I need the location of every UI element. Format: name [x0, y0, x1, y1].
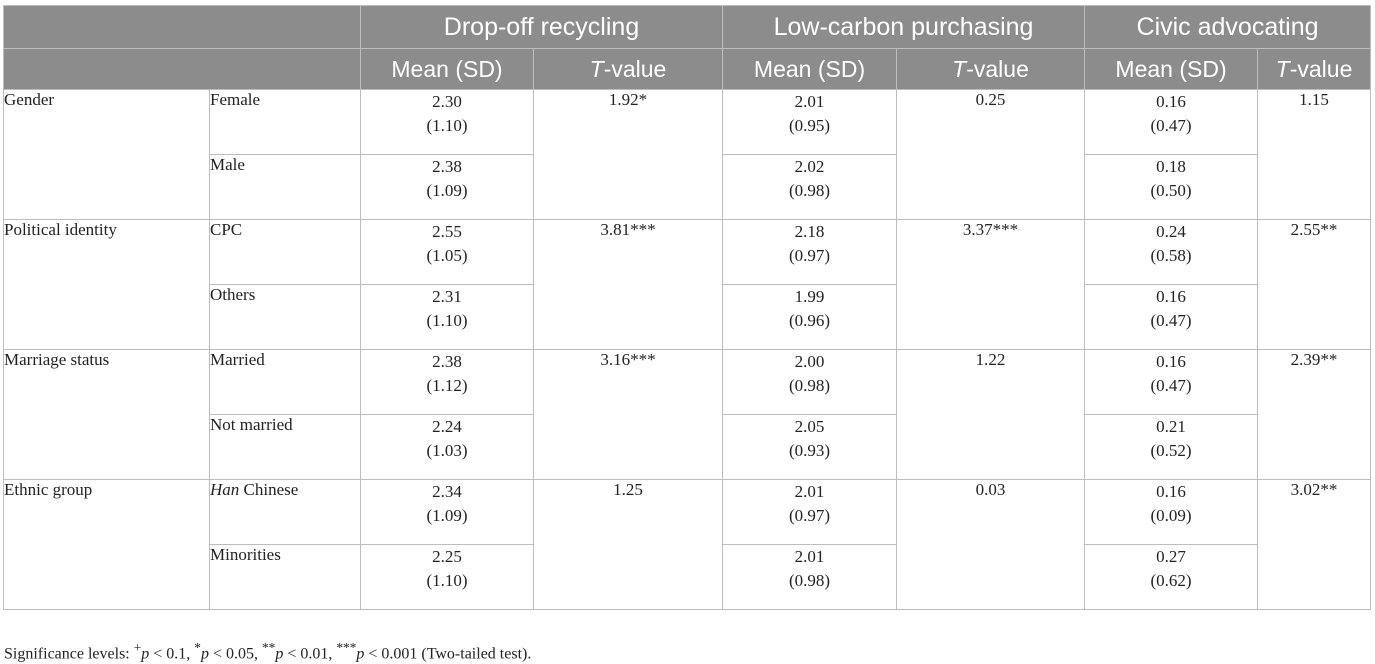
row-category: Political identity [3, 219, 210, 350]
header-mean-sd: Mean (SD) [1084, 48, 1259, 90]
header-row-groups: Drop-off recycling Low-carbon purchasing… [3, 5, 1372, 49]
t-value-cell: 1.25 [532, 479, 724, 610]
table-row: Ethnic group Han Chinese 2.34 (1.09) 1.25… [3, 479, 1372, 610]
mean-sd-cell: 0.16 (0.47) [1084, 349, 1259, 415]
row-category: Marriage status [3, 349, 210, 480]
mean-sd-cell: 0.27 (0.62) [1084, 544, 1259, 610]
header-t-value: T-value [896, 48, 1086, 90]
header-civic-advocating: Civic advocating [1084, 5, 1372, 49]
mean-sd-cell: 2.02 (0.98) [722, 154, 898, 220]
mean-sd-cell: 2.01 (0.97) [722, 479, 898, 545]
row-category: Gender [3, 89, 210, 220]
mean-sd-cell: 2.25 (1.10) [360, 544, 534, 610]
t-value-cell: 1.92* [532, 89, 724, 220]
table-row: Gender Female 2.30 (1.10) 1.92* 2.01 (0.95… [3, 89, 1372, 220]
t-value-cell: 3.02** [1257, 479, 1372, 610]
mean-sd-cell: 2.30 (1.10) [360, 89, 534, 155]
mean-sd-cell: 0.16 (0.47) [1084, 284, 1259, 350]
row-subgroup: Han Chinese [209, 479, 361, 545]
mean-sd-cell: 2.00 (0.98) [722, 349, 898, 415]
table-row: Political identity CPC 2.55 (1.05) 3.81**… [3, 219, 1372, 350]
mean-sd-cell: 2.01 (0.95) [722, 89, 898, 155]
header-blank [3, 5, 361, 49]
mean-sd-cell: 2.18 (0.97) [722, 219, 898, 285]
mean-sd-cell: 1.99 (0.96) [722, 284, 898, 350]
row-subgroup: Female [209, 89, 361, 155]
mean-sd-cell: 0.24 (0.58) [1084, 219, 1259, 285]
mean-sd-cell: 2.24 (1.03) [360, 414, 534, 480]
table-row: Others 2.31 (1.10) 1.99 (0.96) 0.16 (0.47) [4, 284, 1371, 350]
t-value-cell: 1.22 [896, 349, 1086, 480]
table-row: Minorities 2.25 (1.10) 2.01 (0.98) 0.27 (0.… [4, 544, 1371, 610]
header-row-stats: Mean (SD) T-value Mean (SD) T-value Mean… [3, 48, 1372, 90]
row-subgroup: Male [209, 154, 361, 220]
t-value-cell: 3.37*** [896, 219, 1086, 350]
t-value-cell: 1.15 [1257, 89, 1372, 220]
table-footnote: Significance levels: +p < 0.1, *p < 0.05… [4, 640, 532, 663]
header-t-value: T-value [532, 48, 724, 90]
mean-sd-cell: 0.18 (0.50) [1084, 154, 1259, 220]
results-table: Drop-off recycling Low-carbon purchasing… [3, 5, 1372, 610]
header-mean-sd: Mean (SD) [722, 48, 898, 90]
row-subgroup: Married [209, 349, 361, 415]
header-t-value: T-value [1257, 48, 1372, 90]
table-row: Not married 2.24 (1.03) 2.05 (0.93) 0.21 (0… [4, 414, 1371, 480]
t-value-cell: 2.55** [1257, 219, 1372, 350]
mean-sd-cell: 2.38 (1.09) [360, 154, 534, 220]
header-drop-off-recycling: Drop-off recycling [359, 5, 724, 49]
row-subgroup: Not married [209, 414, 361, 480]
mean-sd-cell: 0.16 (0.09) [1084, 479, 1259, 545]
t-value-cell: 0.03 [896, 479, 1086, 610]
mean-sd-cell: 2.34 (1.09) [360, 479, 534, 545]
row-subgroup: CPC [209, 219, 361, 285]
table-row: Marriage status Married 2.38 (1.12) 3.16*… [3, 349, 1372, 480]
header-low-carbon-purchasing: Low-carbon purchasing [722, 5, 1086, 49]
t-value-cell: 2.39** [1257, 349, 1372, 480]
header-mean-sd: Mean (SD) [360, 48, 534, 90]
mean-sd-cell: 0.21 (0.52) [1084, 414, 1259, 480]
row-category: Ethnic group [3, 479, 210, 610]
mean-sd-cell: 2.01 (0.98) [722, 544, 898, 610]
table-row: Male 2.38 (1.09) 2.02 (0.98) 0.18 (0.50) [4, 154, 1371, 220]
header-blank-sub [3, 48, 361, 90]
row-subgroup: Minorities [209, 544, 361, 610]
mean-sd-cell: 2.55 (1.05) [360, 219, 534, 285]
mean-sd-cell: 2.38 (1.12) [360, 349, 534, 415]
table-wrapper: Drop-off recycling Low-carbon purchasing… [3, 5, 1372, 610]
mean-sd-cell: 2.31 (1.10) [360, 284, 534, 350]
t-value-cell: 3.16*** [532, 349, 724, 480]
row-subgroup: Others [209, 284, 361, 350]
mean-sd-cell: 0.16 (0.47) [1084, 89, 1259, 155]
t-value-cell: 0.25 [896, 89, 1086, 220]
t-value-cell: 3.81*** [532, 219, 724, 350]
mean-sd-cell: 2.05 (0.93) [722, 414, 898, 480]
